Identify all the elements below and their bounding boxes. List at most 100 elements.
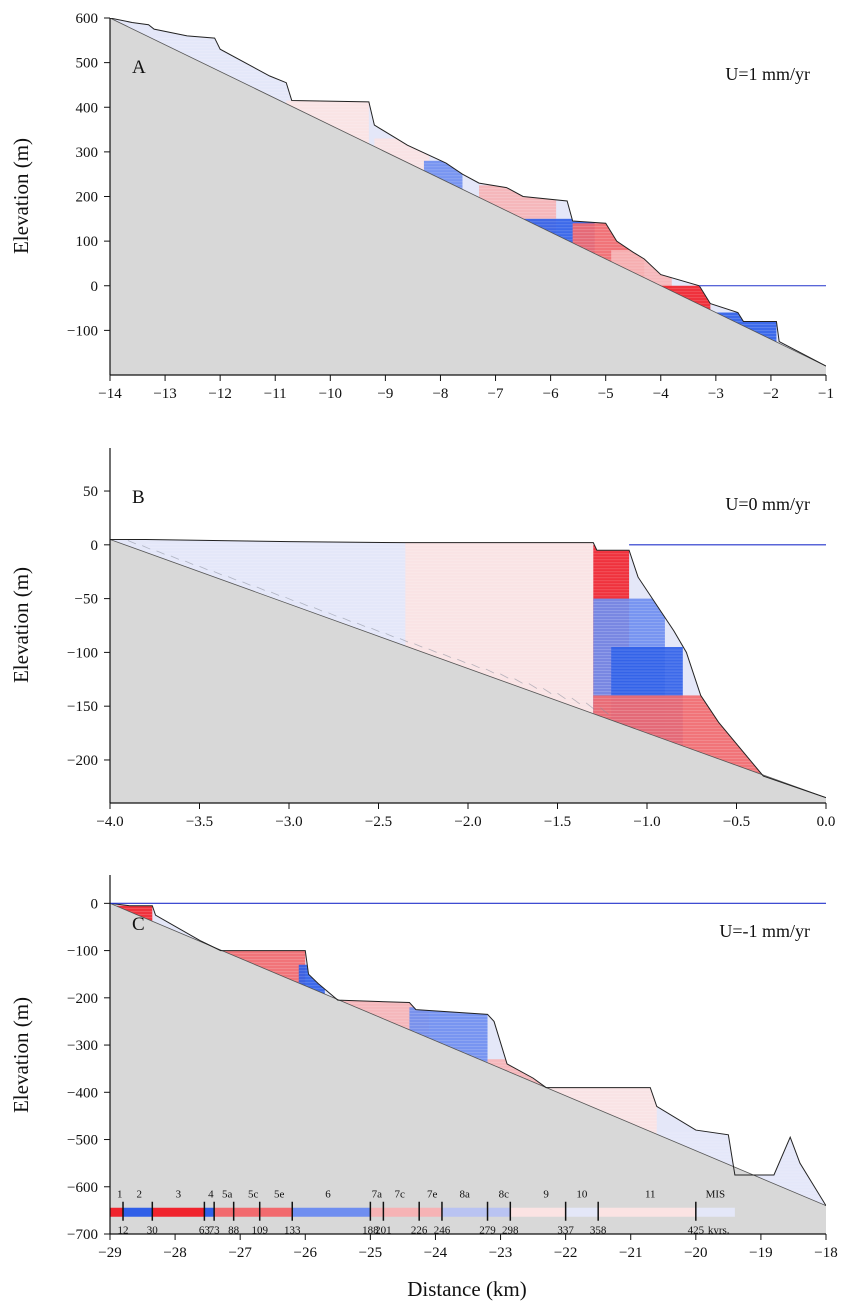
y-tick-label: −200	[67, 991, 98, 1007]
x-tick-label: −6	[543, 386, 559, 402]
mis-stage-label: 8a	[460, 1189, 471, 1201]
mis-age-label: 88	[228, 1225, 240, 1237]
mis-stage-segment	[695, 1207, 735, 1217]
x-tick-label: −11	[264, 386, 287, 402]
y-tick-label: −100	[67, 323, 98, 339]
panel-a: −14 −13 −12 −11 −10 −9 −8 −7 −6 −5 −4 −3 −2 −1 −100 0 10…	[9, 11, 834, 402]
grey-stripe	[571, 697, 581, 705]
mis-stage-label: 10	[576, 1189, 588, 1201]
x-tick-label: −21	[619, 1245, 642, 1261]
grey-stripe	[514, 678, 523, 684]
mis-stage-label: MIS	[706, 1189, 726, 1201]
mis-age-label: 188	[362, 1225, 379, 1237]
mis-stage-label: 1	[117, 1189, 123, 1201]
y-tick-label: −500	[67, 1133, 98, 1149]
uplift-rate-label: U=1 mm/yr	[725, 64, 810, 84]
mis-stage-segment	[370, 1207, 384, 1217]
x-tick-label: −0.5	[723, 814, 750, 830]
y-tick-label: −50	[75, 592, 98, 608]
grey-stripe	[213, 571, 222, 576]
grey-stripe	[500, 673, 509, 679]
mis-age-label: 358	[590, 1225, 607, 1237]
profile-line	[110, 18, 826, 367]
grey-stripe	[227, 576, 237, 581]
grey-stripe	[542, 688, 552, 694]
x-tick-label: −22	[554, 1245, 577, 1261]
mis-stage-segment	[292, 1207, 371, 1217]
panel-letter: C	[132, 914, 145, 935]
mis-stage-segment	[152, 1207, 205, 1217]
mis-stage-label: 5e	[274, 1189, 285, 1201]
x-tick-label: −1	[818, 386, 834, 402]
x-tick-label: −9	[377, 386, 393, 402]
bedrock-wedge	[110, 18, 826, 375]
mis-age-label: 63	[199, 1225, 211, 1237]
mis-stage-label: 7c	[394, 1189, 405, 1201]
mis-stage-label: 8c	[499, 1189, 510, 1201]
grey-stripe	[127, 540, 137, 545]
mis-age-label: 109	[251, 1225, 268, 1237]
grey-stripe	[328, 612, 337, 617]
panel-letter: A	[132, 57, 146, 78]
mis-stage-label: 5a	[222, 1189, 233, 1201]
mis-stage-label: 2	[137, 1189, 143, 1201]
mis-stage-segment	[383, 1207, 420, 1217]
y-tick-label: 200	[76, 190, 99, 206]
x-tick-label: −3	[708, 386, 724, 402]
bedrock-line	[110, 18, 826, 367]
grey-stripe	[356, 622, 366, 627]
panel-b: −4.0 −3.5 −3.0 −2.5 −2.0 −1.5 −1.0 −0.5 0.0 −200 −…	[9, 448, 835, 830]
mis-units-label: kyrs.	[708, 1225, 730, 1237]
y-tick-label: −200	[67, 753, 98, 769]
mis-age-label: 246	[434, 1225, 451, 1237]
x-tick-label: −5	[598, 386, 614, 402]
grey-stripe	[185, 560, 194, 565]
x-tick-label: −3.0	[275, 814, 302, 830]
grey-stripe	[299, 602, 308, 607]
y-tick-label: 600	[76, 11, 99, 27]
bedrock-line	[110, 539, 826, 798]
y-axis-title: Elevation (m)	[9, 997, 33, 1113]
grey-stripe	[256, 586, 265, 591]
x-tick-label: −12	[208, 386, 231, 402]
mis-age-label: 133	[284, 1225, 301, 1237]
y-tick-label: −600	[67, 1180, 98, 1196]
x-tick-label: −26	[294, 1245, 318, 1261]
bedrock-line	[110, 902, 826, 1207]
grey-stripe	[385, 633, 394, 638]
mis-stage-segment	[419, 1207, 442, 1217]
grey-stripe	[199, 565, 208, 571]
mis-stage-label: 4	[208, 1189, 214, 1201]
mis-stage-segment	[598, 1207, 696, 1217]
x-tick-label: −3.5	[186, 814, 213, 830]
mis-age-label: 298	[502, 1225, 519, 1237]
mis-age-label: 226	[411, 1225, 428, 1237]
x-tick-label: −1.0	[633, 814, 660, 830]
mis-age-label: 201	[375, 1225, 392, 1237]
grey-stripe	[457, 658, 466, 664]
plot-area	[110, 448, 826, 803]
x-tick-label: −24	[424, 1245, 448, 1261]
panel-letter: B	[132, 487, 145, 508]
mis-age-label: 73	[209, 1225, 221, 1237]
x-tick-label: −23	[489, 1245, 512, 1261]
y-tick-label: 100	[76, 234, 99, 250]
mis-stage-segment	[510, 1207, 566, 1217]
x-tick-label: −1.5	[544, 814, 571, 830]
grey-stripe	[471, 663, 480, 669]
y-tick-label: −400	[67, 1085, 98, 1101]
grey-stripe	[528, 683, 538, 689]
uplift-rate-label: U=-1 mm/yr	[719, 921, 810, 941]
plot-area	[110, 18, 826, 375]
grey-stripe	[156, 550, 165, 555]
y-tick-label: 300	[76, 145, 99, 161]
mis-stage-segment	[214, 1207, 234, 1217]
mis-stage-segment	[259, 1207, 293, 1217]
y-tick-label: 0	[91, 279, 99, 295]
grey-stripe	[285, 596, 294, 602]
mis-stage-segment	[565, 1207, 599, 1217]
x-tick-label: −2	[763, 386, 779, 402]
x-tick-label: −7	[488, 386, 504, 402]
x-tick-label: −8	[432, 386, 448, 402]
